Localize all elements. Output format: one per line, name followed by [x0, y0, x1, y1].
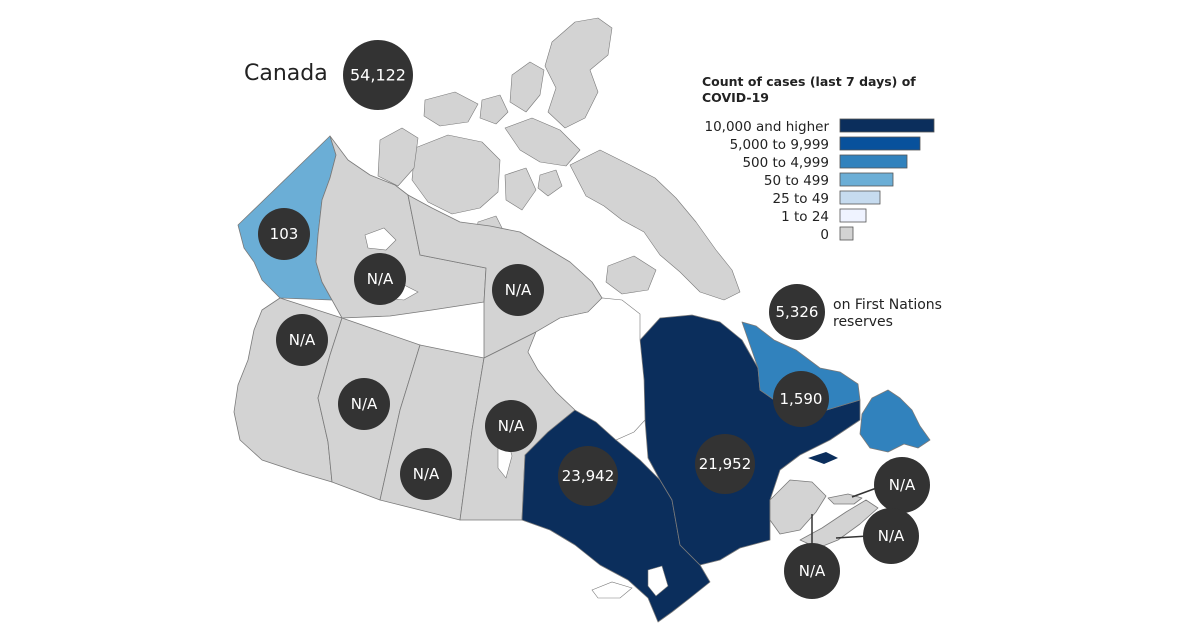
banks-island — [377, 127, 419, 187]
legend-label-3: 50 to 499 — [764, 173, 829, 189]
prince-of-wales-island — [504, 167, 537, 211]
first-nations-label-line2: reserves — [833, 314, 893, 330]
legend-swatch-2 — [839, 154, 908, 169]
lake-superior — [591, 581, 633, 599]
leader-line-nova-scotia — [835, 535, 869, 539]
bubble-nova-scotia: N/A — [863, 508, 919, 564]
bubble-british-columbia: N/A — [276, 314, 328, 366]
bubble-alberta: N/A — [338, 378, 390, 430]
bubble-nunavut: N/A — [492, 264, 544, 316]
anticosti-island — [808, 452, 838, 464]
ellesmere-island — [544, 17, 613, 129]
legend-swatch-6 — [839, 226, 854, 241]
bubble-prince-edward-island: N/A — [874, 457, 930, 513]
region-quebec — [639, 314, 861, 566]
bubble-british-columbia-value: N/A — [289, 331, 316, 349]
country-name: Canada — [244, 61, 328, 86]
bathurst-island — [479, 94, 509, 125]
axel-heiberg-island — [509, 61, 545, 113]
bubble-nunavut-value: N/A — [505, 281, 532, 299]
legend-swatch-0 — [839, 118, 935, 133]
bubble-prince-edward-island-value: N/A — [889, 476, 916, 494]
hudson-bay — [527, 297, 646, 441]
bubble-northwest-territories: N/A — [354, 253, 406, 305]
legend-title-line2: COVID-19 — [702, 90, 769, 105]
legend-label-1: 5,000 to 9,999 — [730, 137, 829, 153]
first-nations-label-line1: on First Nations — [833, 297, 942, 313]
legend-title-line1: Count of cases (last 7 days) of — [702, 74, 916, 89]
victoria-island — [411, 134, 501, 215]
legend: Count of cases (last 7 days) of COVID-19… — [702, 74, 935, 243]
legend-label-0: 10,000 and higher — [704, 119, 829, 135]
southampton-island — [605, 255, 657, 295]
bubble-nova-scotia-value: N/A — [878, 527, 905, 545]
bubble-yukon-value: 103 — [270, 225, 299, 243]
legend-label-5: 1 to 24 — [781, 209, 829, 225]
region-bubbles: 103 N/A N/A N/A N/A N/A N/A 23,942 — [258, 208, 930, 599]
bubble-newfoundland-labrador: 1,590 — [773, 371, 829, 427]
bubble-saskatchewan: N/A — [400, 448, 452, 500]
bubble-manitoba-value: N/A — [498, 417, 525, 435]
bubble-quebec: 21,952 — [695, 434, 755, 494]
island-of-newfoundland — [859, 389, 931, 453]
bubble-new-brunswick-value: N/A — [799, 562, 826, 580]
arctic-islands — [377, 17, 741, 301]
region-newfoundland-labrador — [741, 321, 861, 419]
country-total-bubble: 54,122 — [343, 40, 413, 110]
legend-swatch-4 — [839, 190, 881, 205]
legend-swatch-1 — [839, 136, 921, 151]
bubble-ontario: 23,942 — [558, 446, 618, 506]
bubble-yukon: 103 — [258, 208, 310, 260]
bubble-new-brunswick: N/A — [784, 543, 840, 599]
legend-label-4: 25 to 49 — [773, 191, 830, 207]
country-total-value: 54,122 — [350, 66, 406, 85]
somerset-island — [537, 169, 563, 197]
legend-swatch-3 — [839, 172, 894, 187]
great-bear-lake — [364, 227, 397, 251]
devon-island — [504, 117, 581, 167]
bubble-alberta-value: N/A — [351, 395, 378, 413]
bubble-quebec-value: 21,952 — [699, 455, 752, 473]
melville-island — [423, 91, 479, 127]
bubble-newfoundland-labrador-value: 1,590 — [780, 390, 823, 408]
first-nations-value: 5,326 — [776, 303, 819, 321]
region-nova-scotia — [799, 499, 879, 549]
region-new-brunswick — [769, 479, 827, 535]
bubble-northwest-territories-value: N/A — [367, 270, 394, 288]
baffin-island — [569, 149, 741, 301]
first-nations-bubble: 5,326 — [769, 284, 825, 340]
bubble-saskatchewan-value: N/A — [413, 465, 440, 483]
legend-label-2: 500 to 4,999 — [742, 155, 829, 171]
legend-swatch-5 — [839, 208, 867, 223]
legend-label-6: 0 — [820, 227, 829, 243]
lake-huron — [647, 565, 669, 597]
bubble-manitoba: N/A — [485, 400, 537, 452]
bubble-ontario-value: 23,942 — [562, 467, 615, 485]
